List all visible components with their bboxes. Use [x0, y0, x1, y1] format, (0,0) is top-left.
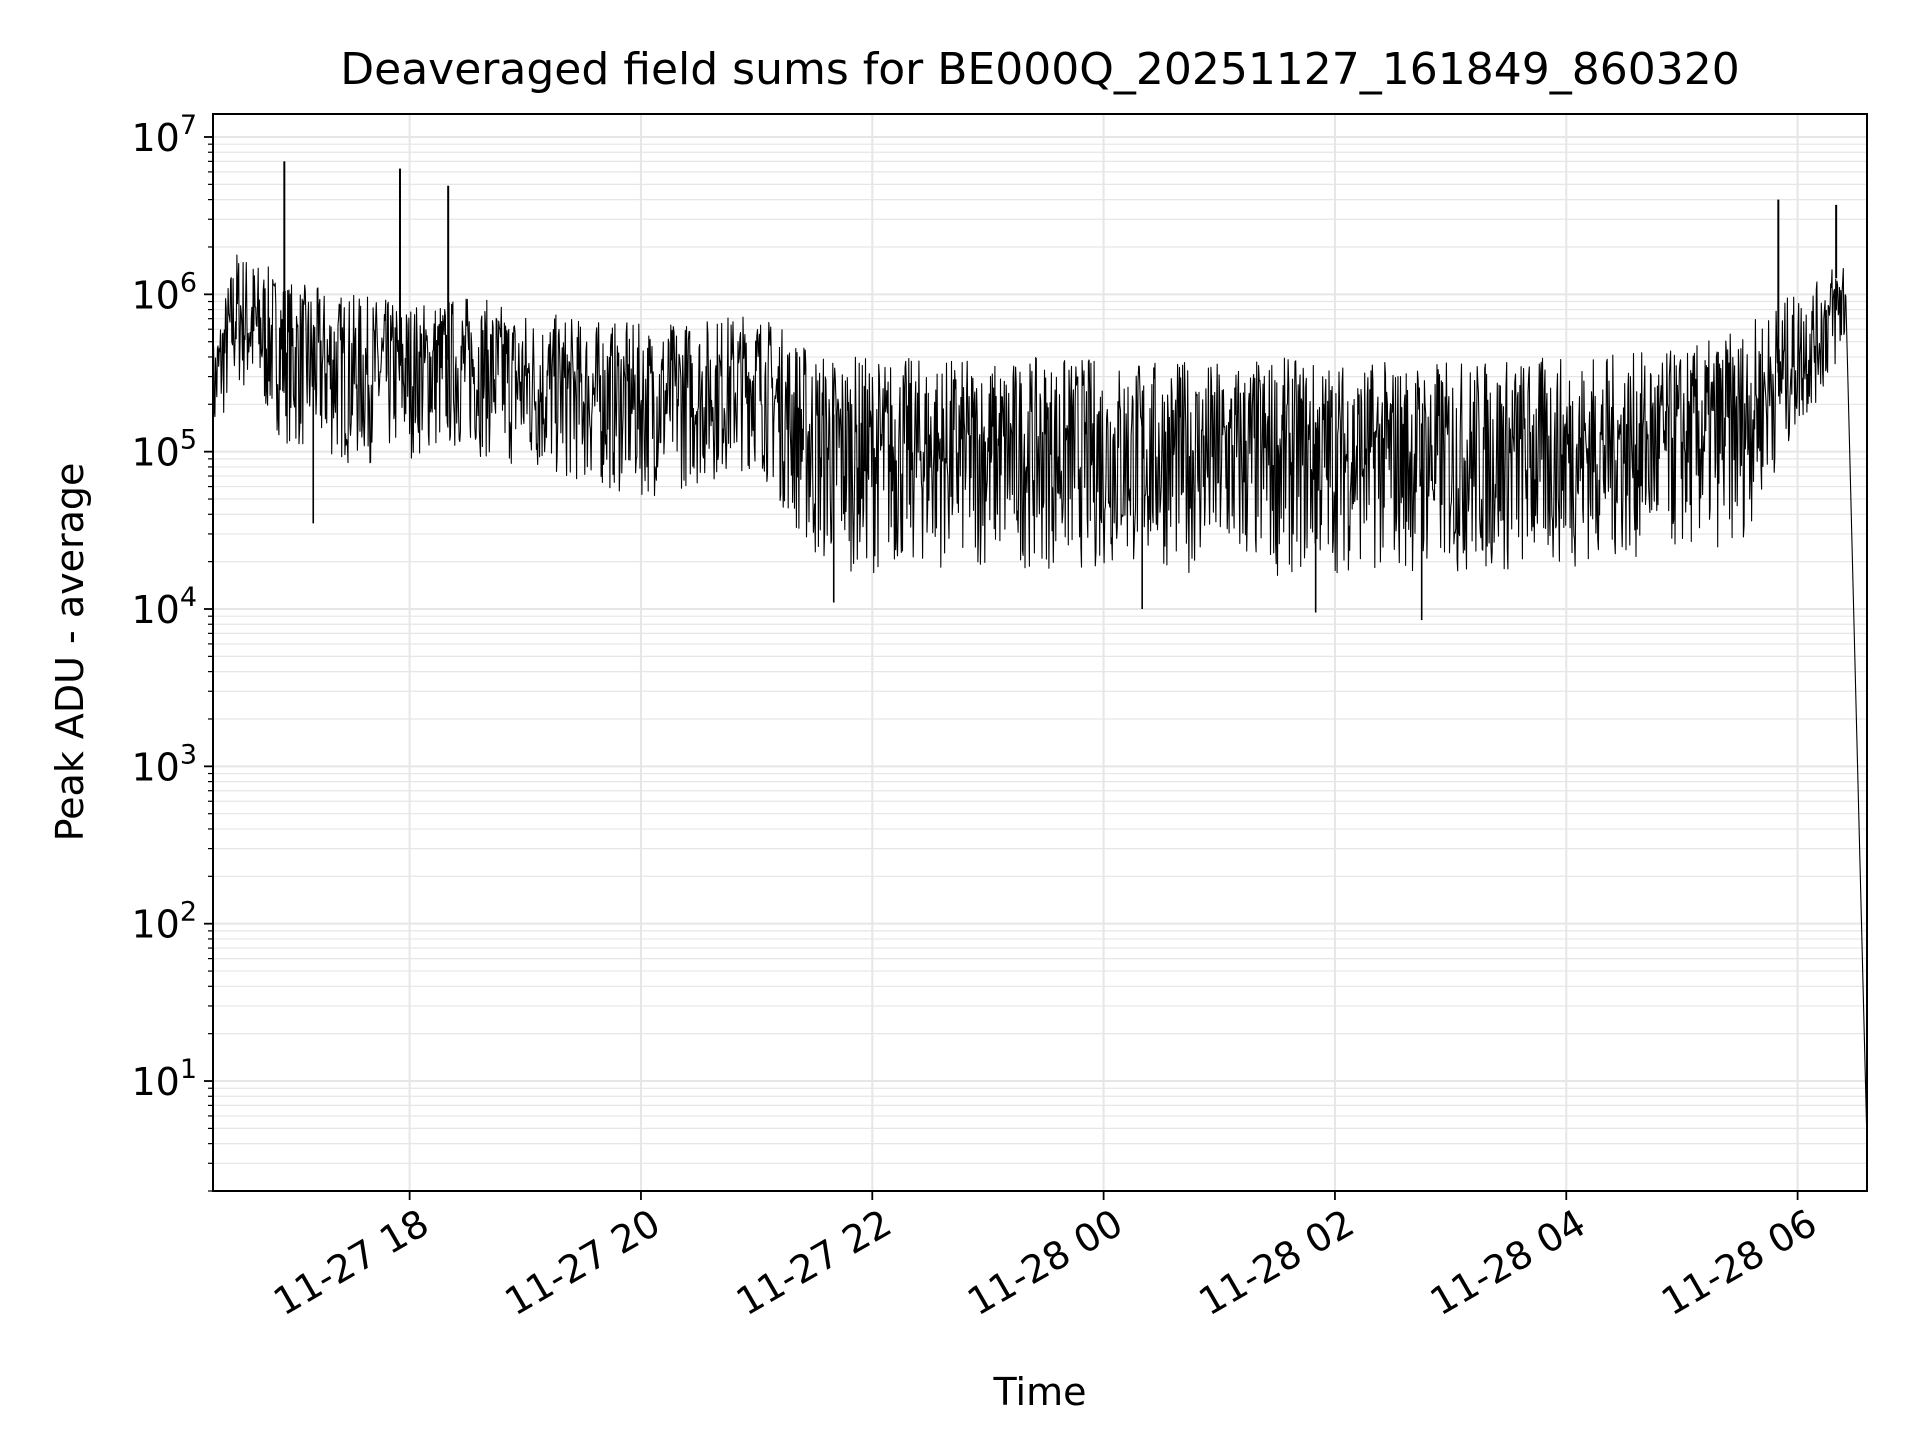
plot-frame — [212, 113, 1868, 1192]
y-tick-label: 103 — [131, 739, 197, 789]
x-axis-label: Time — [993, 1370, 1087, 1414]
y-tick-label: 104 — [131, 582, 197, 632]
series-line — [212, 254, 1868, 1144]
y-tick-label: 102 — [131, 897, 197, 947]
y-axis: 101 102 103 104 105 106 107 — [131, 110, 213, 1192]
y-tick-label: 101 — [131, 1054, 197, 1104]
y-tick-label: 105 — [131, 425, 197, 475]
data-series — [212, 161, 1868, 1144]
y-tick-label: 107 — [131, 110, 197, 160]
y-axis-label: Peak ADU - average — [48, 463, 92, 842]
chart-title: Deaveraged field sums for BE000Q_2025112… — [340, 44, 1739, 95]
y-tick-label: 106 — [131, 267, 197, 317]
